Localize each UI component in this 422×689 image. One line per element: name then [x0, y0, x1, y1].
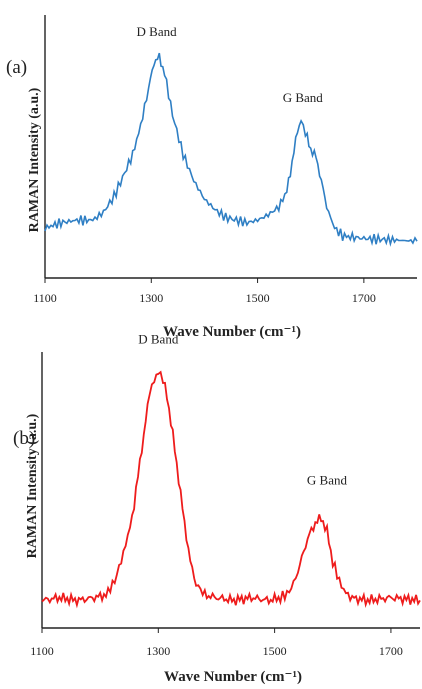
chart-panel-a: (a) RAMAN Intensity (a.u.) 1100 1300 1500 1…: [6, 15, 418, 340]
chart-panel-b: (b) RAMAN Intensity (a.u.) 1100 1300 1500 1…: [13, 332, 421, 685]
panel-a-y-axis-label: RAMAN Intensity (a.u.): [27, 87, 42, 232]
panel-b-x-tick-label: 1300: [146, 644, 170, 658]
panel-a-x-tick-label: 1500: [246, 291, 270, 305]
panel-a-annotation: D Band: [137, 24, 178, 39]
panel-a-x-tick-label: 1300: [139, 291, 163, 305]
panel-a-x-ticks: 1100 1300 1500 1700: [33, 278, 376, 305]
panel-b-label: (b): [13, 428, 35, 449]
panel-b-annotation: G Band: [307, 472, 348, 487]
panel-b-x-ticks: 1100 1300 1500 1700: [30, 628, 403, 658]
panel-b-x-tick-label: 1100: [30, 644, 54, 658]
panel-a-x-tick-label: 1100: [33, 291, 57, 305]
panel-b-y-axis-label: RAMAN Intensity (a.u.): [25, 413, 40, 558]
panel-b-annotations: D Band G Band: [138, 332, 347, 488]
panel-a-annotation: G Band: [283, 90, 324, 105]
panel-b-x-tick-label: 1700: [379, 644, 403, 658]
panel-a-series-line: [44, 52, 418, 247]
panel-a-label: (a): [6, 57, 27, 78]
panel-b-annotation: D Band: [138, 332, 179, 347]
panel-a-annotations: D Band G Band: [137, 24, 324, 105]
panel-a-x-axis-label: Wave Number (cm⁻¹): [163, 324, 301, 340]
panel-b-x-tick-label: 1500: [263, 644, 287, 658]
panel-b-series-line: [41, 370, 421, 609]
panel-b-x-axis-label: Wave Number (cm⁻¹): [164, 669, 302, 685]
panel-a-x-tick-label: 1700: [352, 291, 376, 305]
